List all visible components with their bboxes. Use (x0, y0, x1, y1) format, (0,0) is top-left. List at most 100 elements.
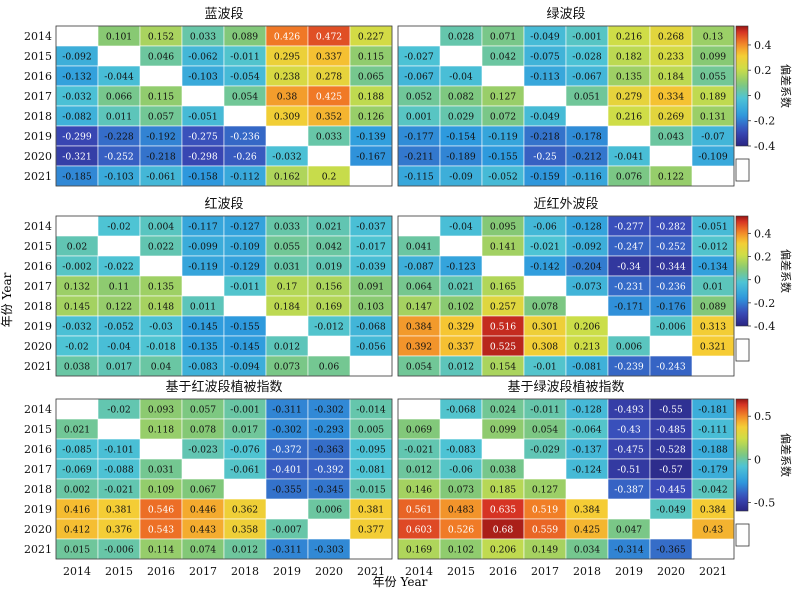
row-tick-label: 2018 (24, 483, 52, 496)
cell-value-label: 0.635 (490, 505, 516, 516)
cell-value-label: -0.081 (356, 465, 385, 476)
heatmap-panel-6: 基于绿波段植被指数 -0.068 0.024 -0.011 -0.128 -0.493 -0… (397, 380, 735, 578)
cell-value-label: -0.387 (614, 485, 644, 496)
cell-value-label: 0.185 (490, 485, 516, 496)
cell-value-label: -0.311 (272, 545, 301, 556)
cell-value-label: -0.022 (104, 262, 133, 273)
cell-value-label: -0.528 (656, 445, 686, 456)
empty-cell (266, 499, 308, 519)
cell-value-label: -0.032 (62, 322, 91, 333)
cell-value-label: -0.145 (230, 342, 260, 353)
cell-value-label: 0.156 (316, 282, 342, 293)
cell-value-label: 0.165 (490, 282, 516, 293)
row-tick-label: 2020 (24, 340, 52, 353)
colorbar-nan-swatch (735, 338, 750, 362)
cell-value-label: 0.072 (490, 112, 516, 123)
cell-value-label: 0.2 (322, 172, 337, 183)
row-tick-label: 2021 (24, 360, 52, 373)
cell-value-label: 0.122 (658, 172, 684, 183)
cell-value-label: -0.51 (617, 465, 641, 476)
cell-value-label: -0.493 (614, 405, 644, 416)
empty-cell (692, 356, 734, 376)
row-tick-label: 2019 (24, 130, 52, 143)
colorbar-tick-label: 0.2 (754, 64, 772, 77)
cell-value-label: 0.101 (106, 32, 132, 43)
cell-value-label: 0.425 (316, 92, 342, 103)
cell-value-label: -0.134 (698, 262, 728, 273)
cell-value-label: 0.115 (358, 52, 384, 63)
cell-value-label: -0.204 (572, 262, 602, 273)
col-tick-label: 2020 (315, 565, 343, 578)
cell-value-label: -0.177 (404, 132, 434, 143)
cell-value-label: 0.206 (490, 545, 516, 556)
heatmap-panel-4: 近红外波段 -0.04 0.095 -0.06 -0.128 -0.277 -0.282 -0… (397, 196, 735, 377)
cell-value-label: 0.051 (574, 92, 600, 103)
cell-value-label: 0.392 (406, 342, 432, 353)
cell-value-label: -0.012 (314, 322, 343, 333)
col-tick-label: 2020 (657, 565, 685, 578)
empty-cell (608, 316, 650, 336)
cell-value-label: -0.293 (314, 425, 344, 436)
cell-value-label: 0.055 (700, 72, 726, 83)
row-tick-label: 2017 (24, 280, 52, 293)
cell-value-label: 0.334 (658, 92, 684, 103)
cell-value-label: -0.011 (230, 282, 259, 293)
cell-value-label: 0.01 (703, 282, 723, 293)
empty-cell (398, 216, 440, 236)
cell-value-label: 0.091 (358, 282, 384, 293)
cell-value-label: -0.076 (230, 445, 260, 456)
cell-value-label: -0.03 (149, 322, 173, 333)
cell-value-label: -0.299 (62, 132, 92, 143)
cell-value-label: -0.344 (656, 262, 686, 273)
col-tick-label: 2014 (405, 565, 433, 578)
cell-value-label: 0.184 (658, 72, 684, 83)
cell-value-label: -0.083 (188, 362, 218, 373)
cell-value-label: -0.115 (404, 172, 434, 183)
empty-cell (266, 316, 308, 336)
cell-value-label: 0.005 (358, 425, 384, 436)
cell-value-label: 0.012 (232, 545, 258, 556)
cell-value-label: -0.158 (188, 172, 218, 183)
cell-value-label: -0.062 (188, 52, 217, 63)
colorbar-nan-swatch (735, 158, 750, 182)
cell-value-label: 0.384 (406, 322, 432, 333)
cell-value-label: 0.011 (190, 302, 216, 313)
cell-value-label: -0.088 (104, 465, 134, 476)
cell-value-label: -0.392 (314, 465, 343, 476)
cell-value-label: -0.119 (188, 262, 218, 273)
panel-frame (397, 25, 735, 187)
cell-value-label: -0.243 (656, 362, 686, 373)
cell-value-label: -0.068 (356, 322, 386, 333)
empty-cell (182, 276, 224, 296)
cell-value-label: 0.076 (616, 172, 642, 183)
empty-cell (440, 236, 482, 256)
cell-value-label: -0.027 (404, 52, 434, 63)
row-tick-label: 2021 (24, 170, 52, 183)
empty-cell (224, 296, 266, 316)
colorbar-label: 偏差系数 (779, 64, 793, 108)
cell-value-label: 0.021 (316, 222, 342, 233)
col-tick-label: 2017 (189, 565, 217, 578)
cell-value-label: -0.021 (104, 485, 133, 496)
cell-value-label: 0.012 (406, 465, 432, 476)
panel-frame (397, 398, 735, 560)
cell-value-label: 0.233 (658, 52, 684, 63)
cell-value-label: -0.056 (356, 342, 386, 353)
empty-cell (650, 146, 692, 166)
cell-value-label: 0.006 (316, 505, 342, 516)
cell-value-label: 0.017 (106, 362, 132, 373)
empty-cell (140, 256, 182, 276)
cell-value-label: 0.446 (190, 505, 216, 516)
cell-value-label: -0.155 (230, 322, 260, 333)
cell-value-label: 0.68 (493, 525, 514, 536)
colorbar-tick-label: 0.2 (754, 251, 772, 264)
cell-value-label: 0.089 (232, 32, 258, 43)
cell-value-label: 0.069 (406, 425, 432, 436)
cell-value-label: 0.43 (703, 525, 724, 536)
row-tick-label: 2014 (24, 403, 52, 416)
cell-value-label: 0.126 (358, 112, 384, 123)
cell-value-label: 0.047 (616, 525, 642, 536)
cell-value-label: -0.064 (572, 425, 602, 436)
cell-value-label: 0.257 (490, 302, 516, 313)
